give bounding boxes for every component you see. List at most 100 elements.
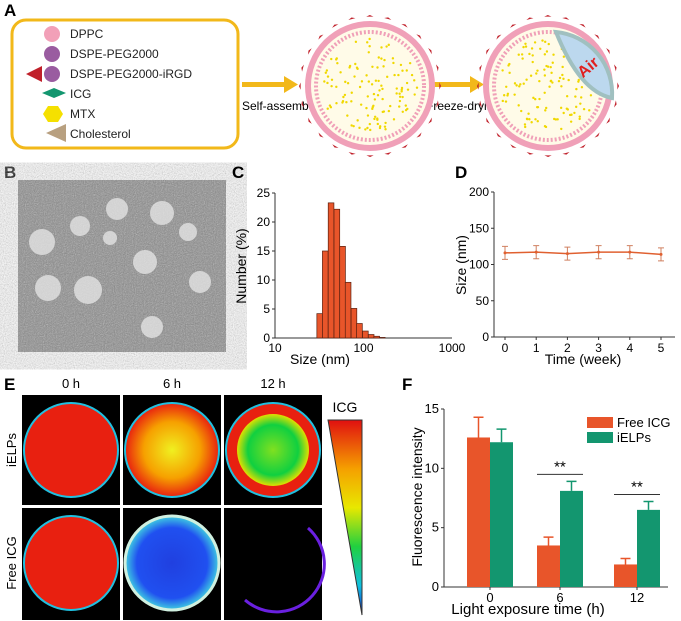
mtx-dot: [392, 57, 394, 59]
legend-dppc: DPPC: [70, 27, 104, 41]
bar-free-icg: [614, 564, 637, 587]
mtx-dot: [537, 106, 539, 108]
mtx-dot: [524, 43, 526, 45]
irgd-ligand: [416, 132, 421, 137]
mtx-dot: [346, 114, 348, 116]
irgd-ligand: [486, 48, 490, 54]
mtx-dot: [416, 87, 418, 89]
mtx-dot: [377, 80, 379, 82]
mtx-dot: [381, 98, 383, 100]
f-ylabel: Fluorescence intensity: [409, 427, 425, 566]
mtx-dot: [330, 85, 332, 87]
legend-dspe-peg2000: DSPE-PEG2000: [70, 47, 159, 61]
mtx-dot: [524, 126, 526, 128]
mtx-dot: [326, 82, 328, 84]
y-tick-label: 25: [257, 186, 271, 200]
x-tick-label: 1000: [439, 341, 466, 355]
irgd-ligand: [384, 152, 391, 155]
mtx-dot: [573, 112, 575, 114]
error-bar: [497, 429, 507, 442]
mtx-dot: [405, 104, 407, 106]
legend-mtx: MTX: [70, 107, 95, 121]
mtx-dot: [398, 105, 400, 107]
irgd-ligand: [318, 133, 323, 138]
legend-swatch: [587, 432, 613, 443]
mtx-dot: [561, 74, 563, 76]
irgd-ligand: [617, 82, 619, 89]
mtx-dot: [392, 62, 394, 64]
legend-swatch: [587, 417, 613, 428]
mtx-dot: [536, 69, 538, 71]
colorbar-label: ICG: [333, 399, 358, 415]
irgd-ligand: [436, 64, 439, 71]
mtx-dot: [380, 84, 382, 86]
mtx-dot: [345, 101, 347, 103]
mtx-dot: [339, 71, 341, 73]
x-tick-label: 1: [533, 341, 540, 355]
mtx-dot: [518, 85, 520, 87]
mtx-dot: [548, 86, 550, 88]
mtx-dot: [367, 114, 369, 116]
mtx-dot: [537, 120, 539, 122]
x-tick-label: 12: [630, 590, 644, 605]
mtx-dot: [331, 79, 333, 81]
mtx-dot: [384, 122, 386, 124]
legend-dspe-peg2000-irgd: DSPE-PEG2000-iRGD: [70, 67, 192, 81]
mtx-dot: [561, 66, 563, 68]
x-tick-label: 0: [502, 341, 509, 355]
mtx-dot: [552, 54, 554, 56]
mtx-dot: [538, 80, 540, 82]
mtx-dot: [558, 80, 560, 82]
mtx-dot: [366, 127, 368, 129]
mtx-dot: [369, 129, 371, 131]
mtx-dot: [360, 103, 362, 105]
irgd-ligand: [527, 152, 534, 155]
irgd-ligand: [594, 132, 599, 137]
y-tick-label: 5: [263, 302, 270, 316]
histogram-bar: [368, 335, 374, 338]
mtx-dot: [530, 121, 532, 123]
mtx-dot: [413, 79, 415, 81]
mtx-dot: [508, 72, 510, 74]
error-bar: [544, 537, 554, 545]
mtx-dot: [545, 126, 547, 128]
legend-icg: ICG: [70, 87, 91, 101]
mtx-dot: [327, 108, 329, 110]
y-tick-label: 0: [432, 579, 439, 594]
mtx-dot: [375, 79, 377, 81]
panel-label-d: D: [455, 163, 467, 182]
mtx-dot: [401, 87, 403, 89]
mtx-dot: [539, 48, 541, 50]
histogram-bar: [322, 251, 328, 338]
irgd-ligand: [496, 34, 501, 39]
mtx-dot: [507, 64, 509, 66]
mtx-dot: [547, 66, 549, 68]
legend-label: Free ICG: [617, 415, 670, 430]
mtx-dot: [514, 82, 516, 84]
mtx-dot: [560, 128, 562, 130]
dppc-icon: [44, 26, 60, 42]
significance-label: **: [554, 458, 566, 475]
error-bar: [644, 502, 654, 510]
mtx-dot: [534, 118, 536, 120]
irgd-ligand: [614, 64, 617, 71]
mtx-dot: [578, 79, 580, 81]
mtx-dot: [364, 128, 366, 130]
mtx-dot: [506, 94, 508, 96]
mtx-dot: [550, 80, 552, 82]
mtx-dot: [393, 74, 395, 76]
mtx-dot: [519, 83, 521, 85]
mtx-dot: [399, 100, 401, 102]
mtx-dot: [567, 79, 569, 81]
mtx-dot: [378, 89, 380, 91]
bar-ielps: [490, 442, 513, 587]
irgd-ligand: [384, 17, 391, 20]
mtx-dot: [380, 57, 382, 59]
mtx-dot: [386, 76, 388, 78]
mtx-dot: [544, 74, 546, 76]
mtx-dot: [355, 41, 357, 43]
mtx-dot: [347, 82, 349, 84]
irgd-ligand: [510, 144, 516, 148]
mtx-dot: [559, 77, 561, 79]
